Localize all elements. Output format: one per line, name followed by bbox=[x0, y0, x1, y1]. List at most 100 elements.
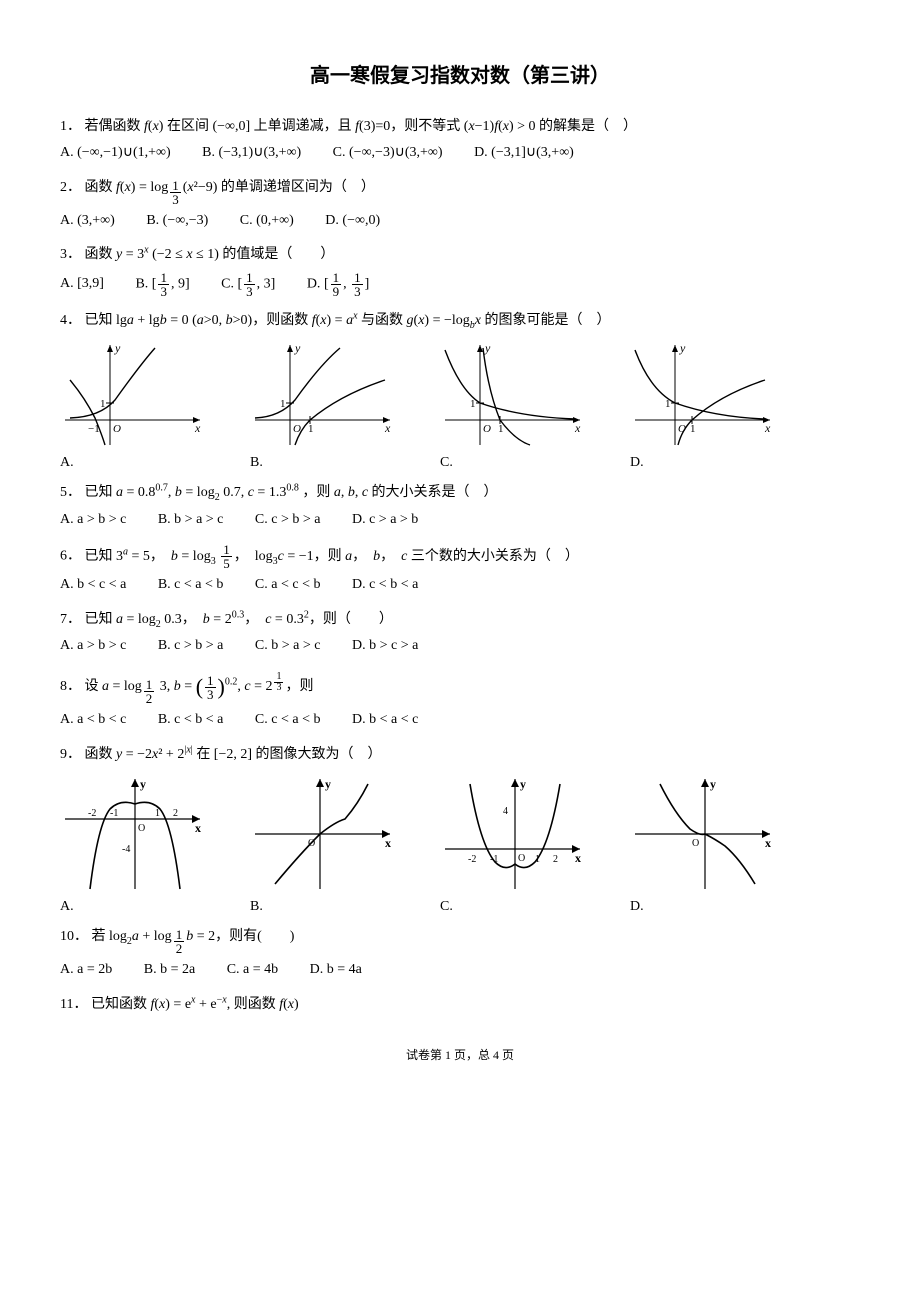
svg-text:y: y bbox=[679, 341, 686, 355]
question-7: 7． 已知 a = log2 0.3， b = 20.3， c = 0.32，则… bbox=[60, 609, 860, 631]
q3-opt-a: A. [3,9] bbox=[60, 273, 104, 295]
q9-graph-a: y x O -2 -1 1 2 -4 A. bbox=[60, 774, 210, 918]
q8-opt-a: A. a < b < c bbox=[60, 709, 126, 731]
q9-label-d: D. bbox=[630, 896, 644, 918]
q3-text: 函数 y = 3x (−2 ≤ x ≤ 1) 的值域是（ ） bbox=[85, 247, 335, 262]
q10-options: A. a = 2b B. b = 2a C. a = 4b D. b = 4a bbox=[60, 959, 860, 981]
q6-options: A. b < c < a B. c < a < b C. a < c < b D… bbox=[60, 574, 860, 596]
svg-text:2: 2 bbox=[173, 808, 178, 819]
q1-num: 1． bbox=[60, 119, 81, 134]
q5-text: 已知 a = 0.80.7, b = log2 0.7, c = 1.30.8 … bbox=[85, 485, 498, 500]
q1-text: 若偶函数 f(x) 在区间 (−∞,0] 上单调递减，且 f(3)=0，则不等式… bbox=[85, 119, 638, 134]
q4-graph-b: y x O 1 1 B. bbox=[250, 340, 400, 474]
q5-opt-b: B. b > a > c bbox=[158, 509, 224, 531]
question-5: 5． 已知 a = 0.80.7, b = log2 0.7, c = 1.30… bbox=[60, 482, 860, 504]
svg-text:-1: -1 bbox=[110, 808, 118, 819]
q6-opt-d: D. c < b < a bbox=[352, 574, 418, 596]
svg-text:y: y bbox=[325, 777, 331, 791]
svg-text:4: 4 bbox=[503, 806, 508, 817]
q7-options: A. a > b > c B. c > b > a C. b > a > c D… bbox=[60, 635, 860, 657]
svg-text:y: y bbox=[140, 777, 146, 791]
q11-text: 已知函数 f(x) = ex + e−x, 则函数 f(x) bbox=[91, 997, 299, 1012]
q6-opt-b: B. c < a < b bbox=[158, 574, 224, 596]
q2-num: 2． bbox=[60, 180, 81, 195]
q10-opt-d: D. b = 4a bbox=[310, 959, 362, 981]
svg-text:y: y bbox=[484, 341, 491, 355]
q1-options: A. (−∞,−1)∪(1,+∞) B. (−3,1)∪(3,+∞) C. (−… bbox=[60, 142, 860, 164]
q7-num: 7． bbox=[60, 612, 81, 627]
q6-opt-a: A. b < c < a bbox=[60, 574, 126, 596]
question-4: 4． 已知 lga + lgb = 0 (a>0, b>0)，则函数 f(x) … bbox=[60, 310, 860, 332]
svg-text:-2: -2 bbox=[88, 808, 96, 819]
q1-opt-a: A. (−∞,−1)∪(1,+∞) bbox=[60, 142, 171, 164]
svg-text:-4: -4 bbox=[122, 844, 130, 855]
q2-opt-c: C. (0,+∞) bbox=[240, 210, 294, 232]
svg-text:O: O bbox=[113, 423, 121, 435]
q10-text: 若 log2a + log12b = 2，则有( ) bbox=[92, 929, 295, 944]
q11-num: 11． bbox=[60, 997, 87, 1012]
svg-text:x: x bbox=[765, 836, 771, 850]
q3-opt-c: C. [13, 3] bbox=[221, 271, 275, 298]
q5-opt-d: D. c > a > b bbox=[352, 509, 418, 531]
q10-opt-b: B. b = 2a bbox=[144, 959, 195, 981]
q8-num: 8． bbox=[60, 679, 81, 694]
svg-text:x: x bbox=[385, 836, 391, 850]
q9-graphs: y x O -2 -1 1 2 -4 A. y x O B. bbox=[60, 774, 860, 918]
q10-num: 10． bbox=[60, 929, 88, 944]
svg-text:1: 1 bbox=[155, 808, 160, 819]
q7-opt-a: A. a > b > c bbox=[60, 635, 126, 657]
q4-graph-a: y x O 1 −1 A. bbox=[60, 340, 210, 474]
q10-opt-a: A. a = 2b bbox=[60, 959, 112, 981]
svg-text:1: 1 bbox=[308, 423, 314, 435]
q8-opt-b: B. c < b < a bbox=[158, 709, 224, 731]
q2-opt-a: A. (3,+∞) bbox=[60, 210, 115, 232]
q4-graph-c: y x O 1 1 C. bbox=[440, 340, 590, 474]
svg-text:y: y bbox=[520, 777, 526, 791]
q9-label-b: B. bbox=[250, 896, 263, 918]
svg-text:O: O bbox=[518, 853, 525, 864]
question-9: 9． 函数 y = −2x² + 2|x| 在 [−2, 2] 的图像大致为（ … bbox=[60, 744, 860, 766]
q5-opt-a: A. a > b > c bbox=[60, 509, 126, 531]
q4-num: 4． bbox=[60, 313, 81, 328]
svg-text:2: 2 bbox=[553, 854, 558, 865]
q10-opt-c: C. a = 4b bbox=[227, 959, 278, 981]
q4-graphs: y x O 1 −1 A. y x O 1 1 bbox=[60, 340, 860, 474]
page-title: 高一寒假复习指数对数（第三讲） bbox=[60, 60, 860, 92]
q8-options: A. a < b < c B. c < b < a C. c < a < b D… bbox=[60, 709, 860, 731]
page-footer: 试卷第 1 页，总 4 页 bbox=[60, 1046, 860, 1065]
svg-text:1: 1 bbox=[690, 423, 696, 435]
svg-text:x: x bbox=[194, 421, 201, 435]
svg-text:O: O bbox=[138, 823, 145, 834]
q8-opt-d: D. b < a < c bbox=[352, 709, 418, 731]
q4-label-d: D. bbox=[630, 452, 644, 474]
q6-opt-c: C. a < c < b bbox=[255, 574, 321, 596]
q8-text: 设 a = log12 3, b = (13)0.2, c = 213，则 bbox=[85, 679, 314, 694]
q4-text: 已知 lga + lgb = 0 (a>0, b>0)，则函数 f(x) = a… bbox=[85, 313, 611, 328]
q7-opt-c: C. b > a > c bbox=[255, 635, 321, 657]
q3-num: 3． bbox=[60, 247, 81, 262]
q6-text: 已知 3a = 5， b = log3 15， log3c = −1，则 a， … bbox=[85, 549, 579, 564]
q7-opt-d: D. b > c > a bbox=[352, 635, 418, 657]
question-1: 1． 若偶函数 f(x) 在区间 (−∞,0] 上单调递减，且 f(3)=0，则… bbox=[60, 116, 860, 138]
svg-text:x: x bbox=[574, 421, 581, 435]
q2-opt-d: D. (−∞,0) bbox=[325, 210, 380, 232]
q8-opt-c: C. c < a < b bbox=[255, 709, 321, 731]
q2-options: A. (3,+∞) B. (−∞,−3) C. (0,+∞) D. (−∞,0) bbox=[60, 210, 860, 232]
svg-text:y: y bbox=[114, 341, 121, 355]
q1-opt-c: C. (−∞,−3)∪(3,+∞) bbox=[333, 142, 443, 164]
q5-num: 5． bbox=[60, 485, 81, 500]
svg-text:1: 1 bbox=[280, 398, 286, 410]
svg-text:x: x bbox=[764, 421, 771, 435]
q3-opt-b: B. [13, 9] bbox=[135, 271, 189, 298]
q6-num: 6． bbox=[60, 549, 81, 564]
question-10: 10． 若 log2a + log12b = 2，则有( ) bbox=[60, 926, 860, 955]
q4-label-c: C. bbox=[440, 452, 453, 474]
q7-opt-b: B. c > b > a bbox=[158, 635, 224, 657]
q4-graph-d: y x O 1 1 D. bbox=[630, 340, 780, 474]
q5-options: A. a > b > c B. b > a > c C. c > b > a D… bbox=[60, 509, 860, 531]
question-8: 8． 设 a = log12 3, b = (13)0.2, c = 213，则 bbox=[60, 669, 860, 705]
q2-opt-b: B. (−∞,−3) bbox=[146, 210, 208, 232]
svg-text:x: x bbox=[195, 821, 201, 835]
q9-graph-d: y x O D. bbox=[630, 774, 780, 918]
svg-text:1: 1 bbox=[498, 423, 504, 435]
